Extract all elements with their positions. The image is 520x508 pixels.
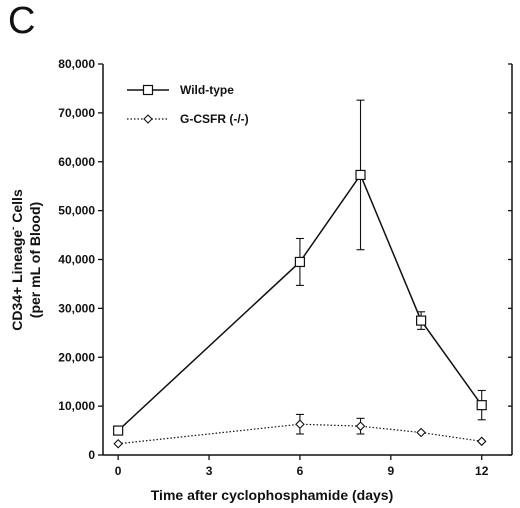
x-axis-label: Time after cyclophosphamide (days): [151, 487, 393, 503]
legend-marker: [143, 114, 153, 124]
ticks: 0 10,000 20,000 30,000 40,000 50,000 60,000 70,…: [58, 57, 512, 478]
legend-item-wild-type: Wild-type: [127, 83, 234, 97]
data-point: [113, 425, 124, 436]
y-axis-label-line2: (per mL of Blood): [27, 202, 43, 318]
series-g-csfr-knockout: [113, 413, 487, 449]
y-axis-label-line1: CD34+ Lineage- Cells: [8, 189, 25, 331]
data-point: [355, 169, 366, 181]
series-wild-type: [113, 99, 487, 436]
y-tick-label: 70,000: [58, 106, 95, 120]
y-tick-label: 20,000: [58, 350, 95, 364]
data-point: [416, 315, 427, 326]
y-axis-label-superscript: -: [8, 227, 19, 230]
data-point: [295, 419, 305, 429]
x-tick-label: 0: [115, 464, 122, 478]
data-point: [416, 427, 426, 438]
y-axis-label-main: CD34+ Lineage: [9, 230, 25, 331]
y-tick-label: 40,000: [58, 253, 95, 267]
data-point: [113, 438, 123, 449]
data-point: [355, 421, 366, 431]
y-tick-label: 10,000: [58, 399, 95, 413]
panel-label: C: [8, 0, 36, 42]
x-tick-label: 9: [387, 464, 394, 478]
y-tick-label: 60,000: [58, 155, 95, 169]
data-point: [294, 256, 306, 268]
x-tick-label: 6: [297, 464, 304, 478]
x-tick-label: 3: [206, 464, 213, 478]
y-tick-label: 80,000: [58, 57, 95, 71]
y-tick-label: 50,000: [58, 204, 95, 218]
data-point: [476, 436, 487, 447]
legend-marker: [142, 84, 154, 96]
axes: [102, 64, 513, 456]
legend-label: Wild-type: [180, 83, 234, 97]
legend-item-g-csfr-knockout: G-CSFR (-/-): [127, 112, 249, 126]
data-point: [476, 400, 487, 411]
y-tick-label: 30,000: [58, 301, 95, 315]
series-layer: [113, 99, 487, 449]
legend: Wild-type G-CSFR (-/-): [127, 83, 249, 126]
legend-label: G-CSFR (-/-): [180, 112, 249, 126]
y-tick-label: 0: [88, 448, 95, 462]
x-tick-label: 12: [475, 464, 489, 478]
y-axis-label-cells: Cells: [9, 189, 25, 227]
series-line: [117, 173, 483, 432]
